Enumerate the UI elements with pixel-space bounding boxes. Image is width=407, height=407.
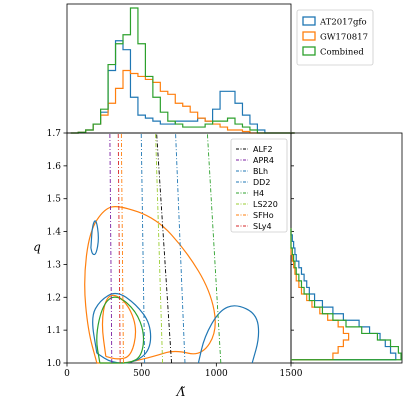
eos-legend-label-h4: H4 (253, 189, 264, 198)
right-hist-gw170817 (290, 228, 350, 361)
right-histograms (290, 228, 402, 361)
contour-4 (197, 305, 260, 364)
top-hist-at2017gfo (70, 40, 295, 134)
y-tick-label: 1.6 (47, 162, 62, 172)
right-marginal-frame (290, 132, 403, 364)
eos-line-alf2 (156, 132, 172, 364)
contour-0 (84, 206, 216, 364)
eos-legend-entries: ALF2 APR4 BLh DD2 H4 LS220 SFHo SLy4 (236, 145, 278, 231)
legend-swatch-at2017gfo (302, 16, 316, 26)
y-tick-label: 1.7 (47, 129, 62, 139)
eos-legend: ALF2 APR4 BLh DD2 H4 LS220 SFHo SLy4 (230, 138, 288, 233)
right-hist-combined (290, 228, 402, 361)
eos-legend-label-sfho: SFHo (253, 211, 274, 220)
marginal-legend-box (296, 9, 374, 66)
eos-legend-box (230, 138, 288, 233)
right-marginal-panel (290, 132, 403, 364)
eos-line-blh (140, 132, 146, 364)
eos-legend-label-ls220: LS220 (253, 200, 278, 209)
eos-lines (109, 132, 222, 364)
contour-1 (101, 294, 137, 360)
y-tick-label: 1.1 (47, 326, 61, 336)
y-tick-label: 1.5 (47, 195, 62, 205)
legend-label-combined: Combined (320, 48, 364, 58)
marginal-legend: AT2017gfo GW170817 Combined (296, 9, 374, 66)
y-tick-label: 1.4 (47, 228, 62, 238)
top-marginal-panel (66, 3, 295, 134)
x-axis-label: Λ̃ (176, 385, 186, 399)
x-tick-label: 1000 (205, 369, 228, 379)
main-axis-ticks: 0 500 1000 1500 1.0 1.1 1.2 1.3 1.4 1.5 1.6 1.7 (47, 129, 303, 379)
y-tick-label: 1.2 (47, 293, 61, 303)
eos-legend-label-alf2: ALF2 (253, 145, 273, 154)
eos-legend-label-sly4: SLy4 (253, 222, 272, 231)
x-tick-label: 500 (133, 369, 150, 379)
eos-legend-label-blh: BLh (253, 167, 268, 176)
eos-legend-label-apr4: APR4 (253, 156, 274, 165)
contours (84, 206, 260, 364)
legend-swatch-gw170817 (302, 31, 316, 41)
eos-line-ls220 (155, 132, 164, 364)
x-tick-label: 0 (64, 369, 70, 379)
contour-3 (90, 220, 99, 256)
y-tick-label: 1.0 (47, 359, 62, 369)
eos-line-dd2 (175, 132, 186, 364)
contour-5 (96, 296, 145, 364)
legend-label-gw170817: GW170817 (320, 33, 368, 43)
top-hist-combined (70, 7, 295, 134)
legend-swatch-combined (302, 46, 316, 56)
legend-label-at2017gfo: AT2017gfo (319, 18, 367, 28)
marginal-legend-entries: AT2017gfo GW170817 Combined (302, 16, 368, 58)
y-axis-label: q (33, 240, 41, 254)
top-histograms (70, 7, 295, 134)
eos-line-sfho (120, 132, 124, 364)
x-tick-label: 1500 (280, 369, 303, 379)
y-tick-label: 1.3 (47, 260, 62, 270)
top-hist-gw170817 (70, 69, 295, 134)
eos-line-h4 (206, 132, 222, 364)
eos-legend-label-dd2: DD2 (253, 178, 270, 187)
eos-line-sly4 (117, 132, 121, 364)
eos-line-apr4 (109, 132, 113, 364)
